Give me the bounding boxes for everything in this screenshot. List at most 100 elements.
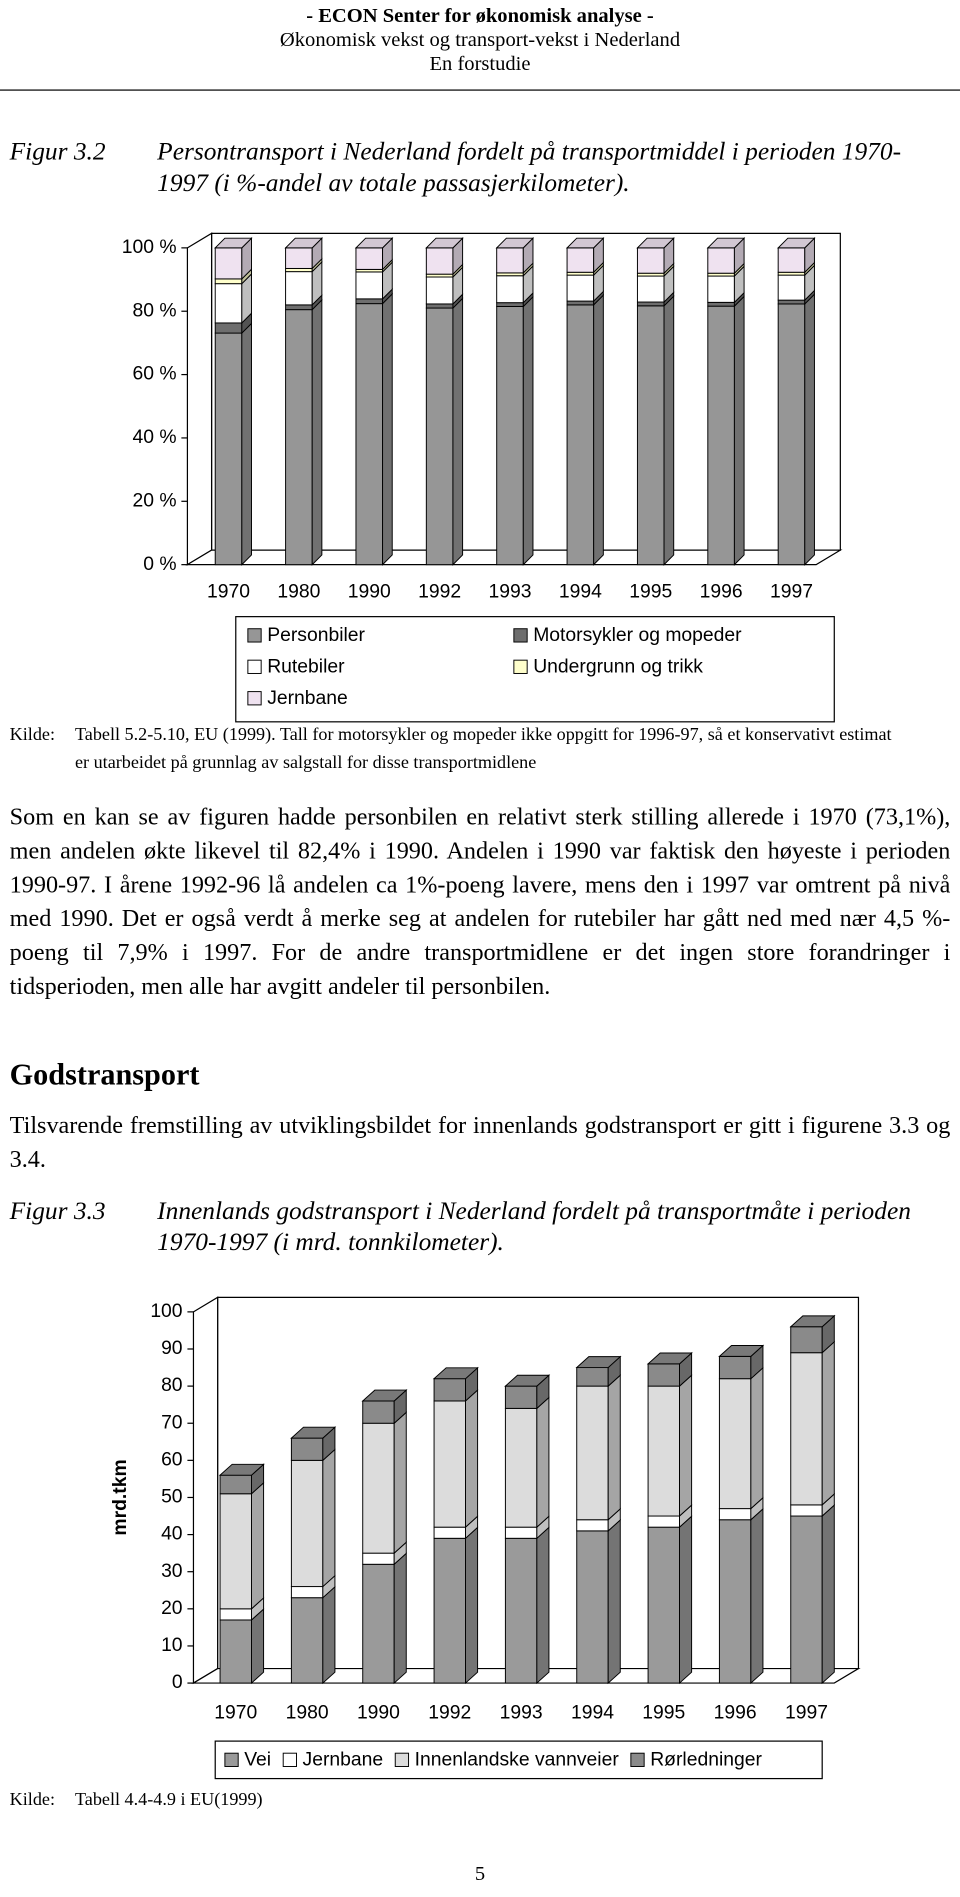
y-tick-label: 40 (161, 1523, 182, 1545)
paragraph: Som en kan se av figuren hadde personbil… (9, 804, 951, 1000)
bar-segment (647, 1526, 680, 1684)
bar-segment (707, 247, 735, 274)
bar-segment (718, 1355, 752, 1380)
x-tick-label: 1992 (418, 581, 461, 603)
header-line: En forstudie (429, 51, 531, 75)
bar-segment-side (607, 1518, 621, 1685)
side-wall (186, 232, 213, 566)
y-tick-label: 100 % (122, 236, 177, 258)
bar-segment-side (663, 294, 675, 566)
legend-swatch (247, 659, 262, 674)
bar-segment (718, 1378, 752, 1510)
bar-segment (285, 309, 313, 566)
x-tick-label: 1993 (488, 581, 531, 603)
bar-segment (790, 1515, 823, 1684)
section-heading: Godstransport (9, 1059, 200, 1092)
bar-segment-side (536, 1396, 550, 1529)
bar-segment (777, 274, 806, 301)
figure-label: Figur 3.2 (9, 136, 106, 166)
bar-segment (636, 275, 665, 303)
bar-segment-side (607, 1374, 621, 1521)
y-tick-label: 50 (161, 1486, 182, 1508)
paragraph: Tilsvarende fremstilling av utviklingsbi… (9, 1112, 951, 1173)
x-tick-label: 1990 (357, 1701, 400, 1723)
bar-segment (425, 303, 454, 309)
bar-segment (576, 1385, 609, 1521)
bar-segment-side (821, 1340, 835, 1506)
bar-segment-side (311, 298, 323, 566)
bar-segment (219, 1474, 252, 1495)
bar-segment-top (777, 237, 816, 249)
bar-segment (355, 298, 384, 305)
legend-box (214, 1740, 823, 1780)
bar-segment-side (536, 1526, 550, 1685)
bar-segment (290, 1586, 324, 1599)
bar-segment-top (636, 237, 675, 249)
bar-segment-side (733, 295, 745, 566)
bar-segment (214, 332, 243, 566)
bar-segment (647, 1515, 680, 1528)
figure-caption: Innenlands godstransport i Nederland for… (157, 1195, 911, 1257)
bar-segment (433, 1400, 466, 1528)
legend-label: Rutebiler (267, 656, 345, 678)
bar-segment (790, 1504, 823, 1517)
bar-segment-side (593, 294, 604, 566)
page-number: 5 (474, 1862, 486, 1885)
x-tick-label: 1980 (286, 1701, 329, 1723)
bar-segment (647, 1363, 680, 1387)
bar-segment (576, 1519, 609, 1532)
figure-caption: Persontransport i Nederland fordelt på t… (157, 136, 902, 198)
bar-segment-side (750, 1507, 764, 1685)
y-tick-label: 40 % (132, 426, 176, 448)
header-rule (0, 89, 960, 91)
bar-segment-side (465, 1388, 479, 1529)
bar-segment-side (821, 1504, 835, 1685)
bar-segment-top (495, 237, 535, 249)
bar-segment (214, 322, 243, 334)
bar-segment-top (425, 237, 464, 249)
bar-segment (425, 307, 454, 566)
legend-swatch (224, 1752, 239, 1767)
y-tick-label: 60 % (132, 363, 176, 385)
x-tick-label: 1994 (559, 581, 602, 603)
y-tick-label: 20 % (132, 489, 176, 511)
bar-segment (707, 305, 735, 566)
bar-segment (566, 274, 595, 302)
bar-segment-top (290, 1426, 337, 1439)
legend-label: Jernbane (267, 687, 348, 709)
legend-box (235, 616, 835, 723)
bar-segment (290, 1437, 324, 1461)
bar-segment-side (804, 293, 815, 566)
bar-segment (504, 1526, 538, 1539)
bar-segment (707, 275, 735, 303)
bar-segment (647, 1385, 680, 1517)
bar-segment (285, 247, 313, 269)
legend-label: Innenlandske vannveier (415, 1749, 620, 1771)
bar-segment-top (706, 237, 746, 249)
bar-segment-top (565, 237, 605, 249)
bar-segment-top (789, 1315, 836, 1328)
bar-segment-top (718, 1345, 765, 1357)
bar-segment (219, 1608, 252, 1621)
source-text: Tabell 4.4-4.9 i EU(1999) (74, 1790, 263, 1811)
bar-segment (504, 1537, 538, 1684)
bar-segment (718, 1519, 752, 1684)
bar-segment (790, 1352, 823, 1506)
x-tick-label: 1990 (348, 581, 391, 603)
bar-segment-side (465, 1526, 479, 1685)
x-tick-label: 1992 (428, 1701, 471, 1723)
bar-segment (362, 1563, 395, 1684)
y-tick-label: 80 (161, 1374, 182, 1396)
legend-swatch (513, 628, 528, 643)
y-axis-label: mrd.tkm (109, 1459, 131, 1535)
bar-segment (425, 247, 454, 275)
y-tick-label: 60 (161, 1448, 182, 1470)
bar-segment-side (452, 297, 464, 566)
bar-segment-top (361, 1389, 408, 1402)
bar-segment (707, 301, 735, 307)
bar-segment-top (354, 237, 394, 249)
bar-segment (433, 1378, 466, 1402)
bar-segment (285, 304, 313, 311)
y-tick-label: 0 % (143, 553, 176, 575)
